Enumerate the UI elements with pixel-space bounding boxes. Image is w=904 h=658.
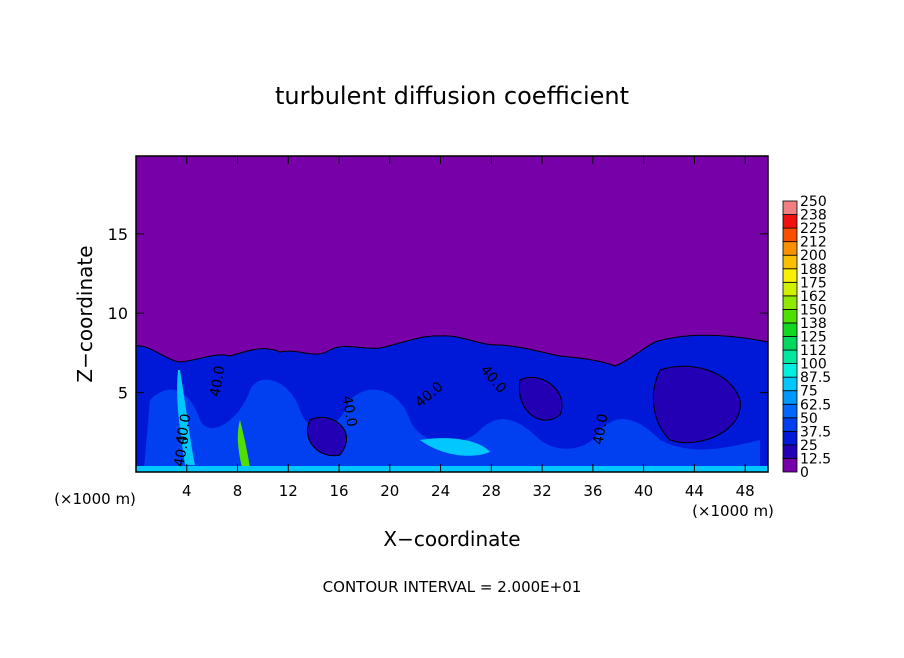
field-region bbox=[420, 438, 490, 456]
colorbar-label: 125 bbox=[800, 330, 827, 346]
x-tick-label: 28 bbox=[482, 482, 501, 500]
colorbar-label: 200 bbox=[800, 248, 827, 264]
colorbar-label: 212 bbox=[800, 235, 827, 251]
colorbar-label: 25 bbox=[800, 438, 818, 454]
colorbar-box bbox=[782, 349, 798, 364]
colorbar-box bbox=[782, 268, 798, 283]
colorbar-label: 162 bbox=[800, 289, 827, 305]
y-axis-label: Z−coordinate bbox=[73, 245, 97, 382]
colorbar-label: 12.5 bbox=[800, 451, 831, 467]
field-region bbox=[144, 379, 760, 468]
colorbar-box bbox=[782, 390, 798, 405]
colorbar-label: 37.5 bbox=[800, 424, 831, 440]
y-tick-label: 10 bbox=[108, 304, 128, 323]
x-tick-label: 16 bbox=[330, 482, 349, 500]
colorbar-box bbox=[782, 281, 798, 297]
colorbar-label: 250 bbox=[800, 194, 827, 210]
contour-label: 40.0 bbox=[173, 413, 194, 446]
x-tick-label: 20 bbox=[380, 482, 399, 500]
colorbar-box bbox=[782, 322, 798, 337]
colorbar-box bbox=[782, 403, 798, 419]
x-tick-label: 8 bbox=[233, 482, 243, 500]
colorbar-box bbox=[782, 295, 798, 310]
y-tick-label: 15 bbox=[108, 225, 128, 244]
field-region bbox=[177, 370, 195, 465]
field-region bbox=[306, 416, 347, 457]
colorbar-box bbox=[782, 444, 798, 459]
colorbar-box bbox=[782, 241, 798, 256]
colorbar-box bbox=[782, 214, 798, 229]
colorbar-box bbox=[782, 254, 798, 270]
colorbar-label: 238 bbox=[800, 208, 827, 224]
colorbar-label: 0 bbox=[800, 465, 809, 481]
colorbar-label: 75 bbox=[800, 384, 818, 400]
footnote: CONTOUR INTERVAL = 2.000E+01 bbox=[323, 578, 582, 596]
field-region bbox=[237, 420, 250, 468]
x-tick-label: 48 bbox=[736, 482, 755, 500]
x-tick-label: 32 bbox=[533, 482, 552, 500]
colorbar-label: 150 bbox=[800, 302, 827, 318]
field bbox=[135, 156, 769, 473]
colorbar-label: 188 bbox=[800, 262, 827, 278]
colorbar-box bbox=[782, 200, 798, 215]
colorbar-box bbox=[782, 376, 798, 392]
colorbar-box bbox=[782, 336, 798, 351]
colorbar-label: 112 bbox=[800, 343, 827, 359]
x-tick-label: 40 bbox=[634, 482, 653, 500]
colorbar-label: 225 bbox=[800, 221, 827, 237]
colorbar-box bbox=[782, 430, 798, 446]
colorbar-box bbox=[782, 308, 798, 324]
contour-label: 40.0 bbox=[338, 395, 359, 428]
x-tick-label: 12 bbox=[279, 482, 298, 500]
colorbar-box bbox=[782, 417, 798, 432]
field-region bbox=[136, 466, 768, 472]
colorbar-label: 175 bbox=[800, 275, 827, 291]
y-tick-label: 5 bbox=[118, 384, 128, 403]
x-unit: (×1000 m) bbox=[692, 502, 774, 520]
colorbar-label: 138 bbox=[800, 316, 827, 332]
contour-label: 40.0 bbox=[171, 435, 192, 468]
x-tick-label: 24 bbox=[431, 482, 450, 500]
colorbar-box bbox=[782, 363, 798, 378]
colorbar-label: 50 bbox=[800, 411, 818, 427]
chart-title: turbulent diffusion coefficient bbox=[275, 82, 629, 110]
colorbar-label: 87.5 bbox=[800, 370, 831, 386]
colorbar-box bbox=[782, 458, 798, 473]
x-tick-label: 4 bbox=[182, 482, 192, 500]
colorbar-box bbox=[782, 227, 798, 243]
contour-label: 40.0 bbox=[207, 365, 228, 398]
contour-label: 40.0 bbox=[590, 413, 611, 446]
field-region bbox=[652, 365, 741, 444]
field-region bbox=[518, 376, 563, 421]
x-tick-label: 44 bbox=[685, 482, 704, 500]
y-unit: (×1000 m) bbox=[54, 490, 136, 508]
colorbar-label: 62.5 bbox=[800, 397, 831, 413]
colorbar-label: 100 bbox=[800, 357, 827, 373]
x-tick-label: 36 bbox=[583, 482, 602, 500]
x-axis-label: X−coordinate bbox=[383, 527, 520, 551]
plot-frame bbox=[135, 155, 769, 473]
